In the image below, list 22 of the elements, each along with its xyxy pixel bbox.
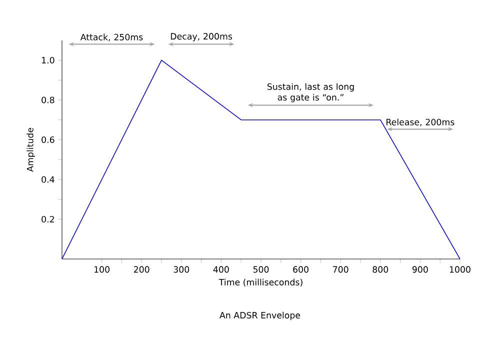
y-tick-label: 0.2	[42, 216, 54, 223]
y-tick-label: 0.4	[42, 176, 54, 183]
x-tick-label: 200	[134, 266, 150, 273]
x-tick-label: 900	[412, 266, 428, 273]
y-tick-label: 0.6	[42, 136, 54, 143]
x-tick-label: 600	[293, 266, 308, 273]
x-tick-label: 700	[333, 266, 348, 273]
x-tick-label: 500	[253, 266, 269, 273]
y-tick-label: 1.0	[42, 56, 54, 64]
x-axis-title: Time (milliseconds)	[218, 278, 302, 286]
x-tick-label: 100	[94, 266, 110, 273]
text: An ADSR Envelope	[220, 312, 300, 320]
annotation: Decay, 200ms	[170, 33, 232, 42]
annotation: Release, 200ms	[386, 118, 454, 126]
x-tick-label: 400	[213, 266, 229, 273]
y-tick-label: 0.8	[42, 96, 54, 104]
x-tick-label: 1000	[450, 266, 470, 273]
x-tick-label: 300	[174, 266, 190, 273]
y-axis-title: Amplitude	[26, 128, 36, 172]
annotation: Attack, 250ms	[80, 34, 143, 42]
x-tick-label: 800	[372, 266, 388, 273]
annotation: Sustain, last as long as gate is “on.”	[267, 83, 354, 102]
